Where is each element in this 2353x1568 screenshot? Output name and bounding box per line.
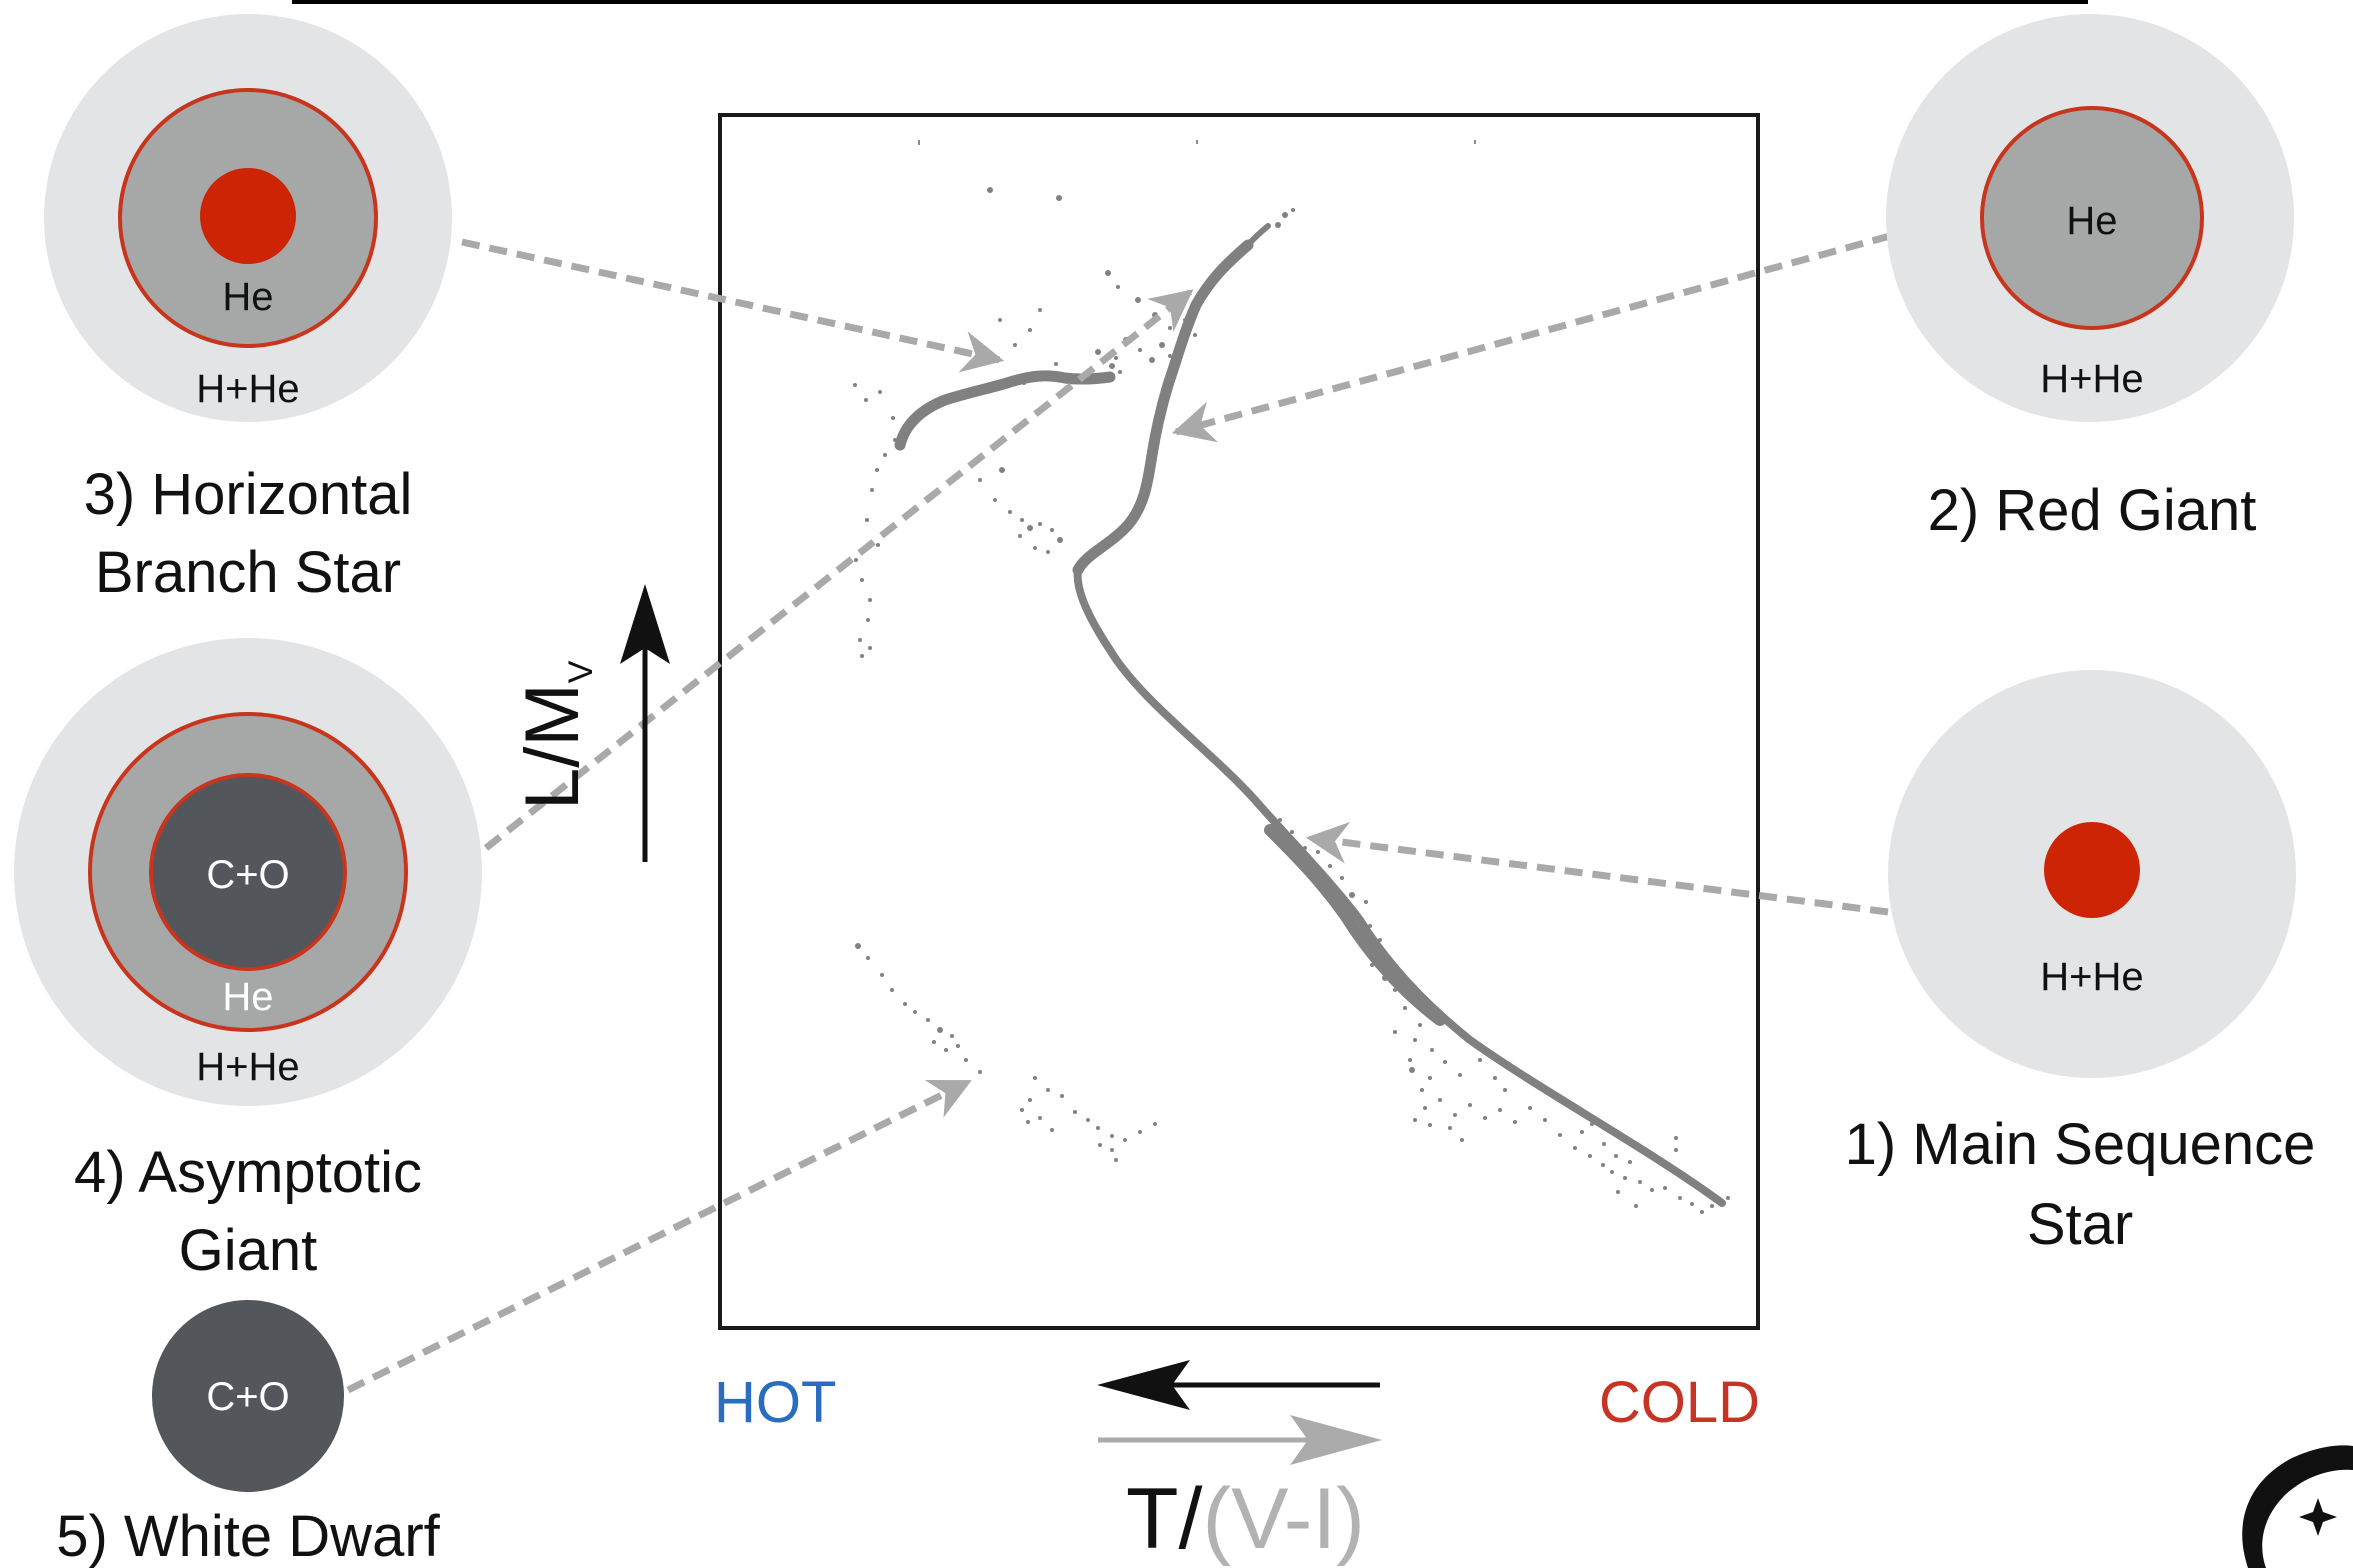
ms-core bbox=[2044, 822, 2140, 918]
rg-helium-core bbox=[1980, 106, 2204, 330]
wd-core bbox=[152, 1300, 344, 1492]
hb-layer-he: He bbox=[222, 275, 273, 319]
star-red-giant: He H+He 2) Red Giant bbox=[1886, 14, 2294, 543]
agb-layer-hhe: H+He bbox=[196, 1045, 299, 1089]
x-axis-label-dark: T/ bbox=[1126, 1471, 1203, 1567]
rg-layer-he: He bbox=[2066, 199, 2117, 243]
logo-ring-icon bbox=[2242, 1445, 2353, 1568]
plot-frame bbox=[718, 113, 1760, 1330]
agb-core bbox=[149, 773, 347, 971]
star-white-dwarf: C+O 5) White Dwarf bbox=[56, 1300, 441, 1568]
cold-label: COLD bbox=[1599, 1370, 1760, 1435]
hot-arrow-head bbox=[1097, 1360, 1190, 1410]
star-horizontal-branch: He H+He 3) Horizontal Branch Star bbox=[44, 14, 452, 605]
hr-diagram-plot bbox=[718, 113, 1760, 1330]
star-asymptotic-giant: C+O He H+He 4) Asymptotic Giant bbox=[14, 638, 482, 1283]
main-sequence-track-thick bbox=[1264, 824, 1446, 1026]
wd-layer-co: C+O bbox=[206, 1375, 289, 1419]
hb-label-line1: 3) Horizontal bbox=[84, 462, 413, 527]
x-axis-label: T/(V-I) bbox=[1126, 1471, 1365, 1567]
agb-layer-he: He bbox=[222, 975, 273, 1019]
y-axis-indicator: L/MV bbox=[510, 584, 670, 862]
arrow-red-giant bbox=[1171, 232, 1891, 443]
agb-layer-co: C+O bbox=[206, 853, 289, 897]
star-main-sequence: H+He 1) Main Sequence Star bbox=[1845, 670, 2316, 1257]
red-giant-branch bbox=[1072, 239, 1254, 576]
rg-label: 2) Red Giant bbox=[1928, 478, 2257, 543]
y-axis-label-main: L/M bbox=[510, 683, 595, 810]
logo-sparkle-icon bbox=[2299, 1498, 2337, 1536]
agb-label-line1: 4) Asymptotic bbox=[74, 1140, 422, 1205]
y-axis-label-sub: V bbox=[562, 660, 600, 683]
rg-layer-hhe: H+He bbox=[2040, 357, 2143, 401]
logo-sparkle-small-icon bbox=[2285, 1465, 2307, 1487]
main-sequence-track bbox=[1073, 566, 1726, 1207]
hot-label: HOT bbox=[714, 1370, 836, 1435]
wd-label: 5) White Dwarf bbox=[56, 1504, 440, 1568]
x-axis-indicator: HOT COLD T/(V-I) bbox=[714, 1360, 1760, 1567]
agb-label-line2: Giant bbox=[179, 1218, 318, 1283]
hb-label-line2: Branch Star bbox=[95, 540, 401, 605]
connector-arrows bbox=[346, 232, 1891, 1394]
hb-core bbox=[200, 168, 296, 264]
corner-logo bbox=[2242, 1445, 2353, 1568]
ms-label-line2: Star bbox=[2027, 1192, 2133, 1257]
ms-layer-hhe: H+He bbox=[2040, 955, 2143, 999]
cold-arrow-head bbox=[1290, 1415, 1382, 1465]
arrow-asymptotic-giant bbox=[483, 289, 1194, 851]
x-axis-label-light: (V-I) bbox=[1202, 1471, 1364, 1567]
y-axis-arrow-head bbox=[620, 584, 670, 664]
arrow-main-sequence bbox=[1305, 821, 1889, 916]
ms-label-line1: 1) Main Sequence bbox=[1845, 1112, 2316, 1177]
top-specks bbox=[918, 140, 1476, 145]
red-giant-tip bbox=[1245, 223, 1271, 248]
hb-layer-hhe: H+He bbox=[196, 367, 299, 411]
horizontal-branch-track bbox=[894, 370, 1116, 451]
y-axis-label: L/MV bbox=[510, 660, 600, 810]
arrow-white-dwarf bbox=[346, 1078, 972, 1394]
arrow-horizontal-branch bbox=[461, 238, 1005, 373]
